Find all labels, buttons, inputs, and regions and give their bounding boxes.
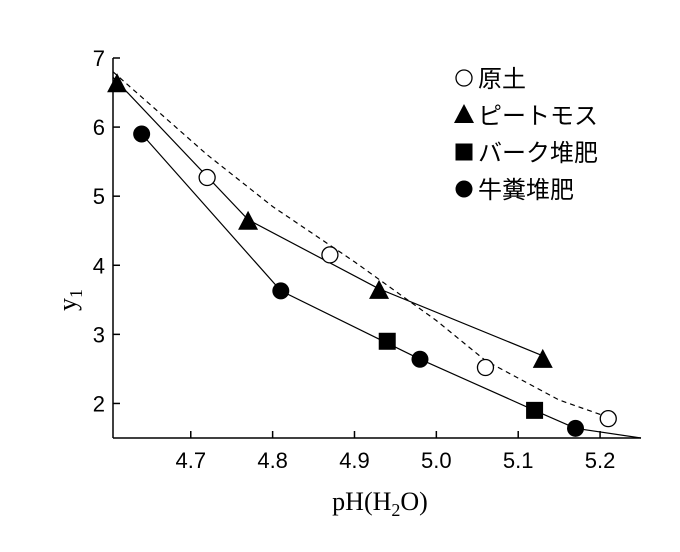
y-tick-label: 3 [93,322,105,347]
legend-label: 原土 [478,65,526,93]
data-point [526,401,544,419]
data-point [272,282,290,300]
data-point [107,73,128,93]
data-point [378,332,396,350]
legend-marker [455,180,473,198]
data-point [411,350,429,368]
y-tick-label: 2 [93,391,105,416]
x-tick-label: 5.1 [503,448,534,473]
legend-marker [454,104,474,123]
y-tick-label: 6 [93,115,105,140]
fit-line [141,133,642,439]
x-tick-label: 4.7 [175,448,206,473]
x-axis-title: pH(H2O) [332,487,428,520]
data-point [369,279,390,299]
x-tick-label: 4.8 [257,448,288,473]
y-tick-label: 5 [93,184,105,209]
y-axis-title: y1 [53,289,86,311]
legend-label: ピートモス [478,102,598,130]
data-point [198,168,216,187]
fit-lines [112,71,642,439]
data-point [532,348,553,368]
data-point [599,410,617,428]
legend-marker [455,143,473,161]
data-point [238,210,259,230]
fit-line [112,71,609,418]
fit-line [112,76,544,357]
data-point [321,246,339,264]
y-tick-label: 4 [93,253,105,278]
y-tick-label: 7 [93,46,105,71]
axes [112,58,641,439]
data-point [133,125,151,143]
legend-marker [455,69,473,87]
data-point [567,419,585,437]
axis-ticks: 4.7 4.8 4.9 5.0 5.1 5.2 2 3 4 5 6 7 [93,46,616,473]
legend-label: 牛糞堆肥 [478,176,574,204]
data-point [476,358,495,377]
data-markers [107,73,617,437]
x-tick-label: 5.2 [585,448,616,473]
legend-label: バーク堆肥 [478,139,598,167]
x-tick-label: 5.0 [421,448,452,473]
x-tick-label: 4.9 [339,448,370,473]
